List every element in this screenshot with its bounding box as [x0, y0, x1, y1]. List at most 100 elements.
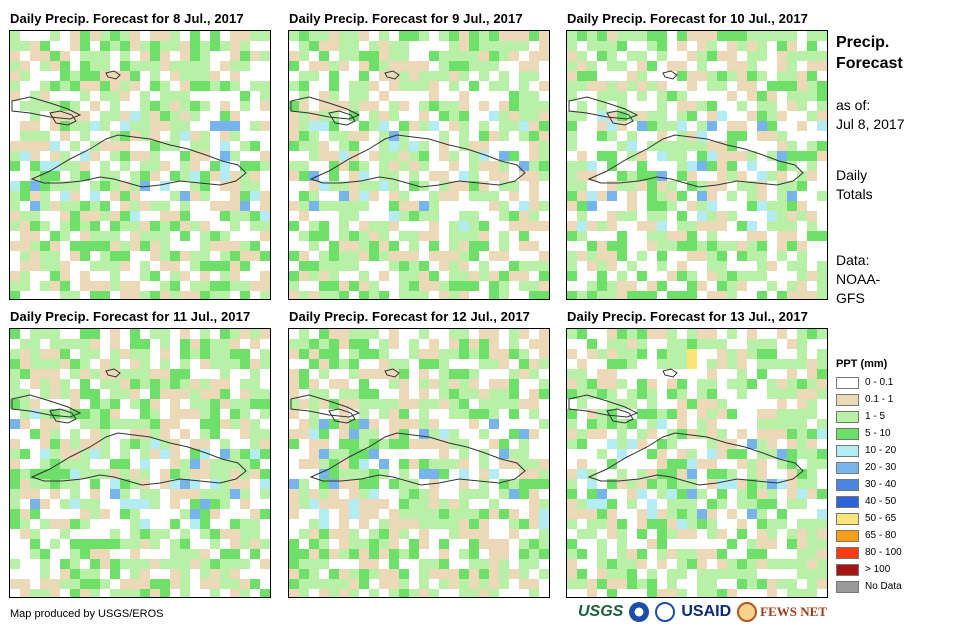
- legend-label: 10 - 20: [865, 445, 897, 456]
- coastline: [105, 70, 121, 80]
- coastline: [328, 110, 356, 126]
- legend-swatch: [836, 393, 859, 406]
- forecast-map-panel: [566, 30, 828, 300]
- legend-label: 50 - 65: [865, 513, 897, 524]
- legend-item: No Data: [836, 578, 902, 595]
- legend-label: > 100: [865, 564, 891, 575]
- precip-raster: [567, 31, 827, 299]
- coastline: [290, 96, 361, 120]
- coastline: [309, 134, 526, 188]
- legend-swatch: [836, 529, 859, 542]
- legend-label: 65 - 80: [865, 530, 897, 541]
- coastline: [49, 110, 77, 126]
- data-source-line: GFS: [836, 290, 865, 306]
- legend-item: 40 - 50: [836, 493, 902, 510]
- map-title: Daily Precip. Forecast for 8 Jul., 2017: [10, 11, 244, 26]
- legend-swatch: [836, 495, 859, 508]
- legend-item: > 100: [836, 561, 902, 578]
- noaa-logo-icon: [629, 602, 650, 622]
- coastline: [606, 110, 634, 126]
- forecast-map-panel: [9, 30, 271, 300]
- map-title: Daily Precip. Forecast for 13 Jul., 2017: [567, 309, 809, 324]
- precip-raster: [289, 329, 549, 597]
- forecast-map-panel: [288, 30, 550, 300]
- side-title-line: Forecast: [836, 55, 903, 72]
- legend-swatch: [836, 546, 859, 559]
- side-title-line: Precip.: [836, 34, 890, 51]
- legend-item: 50 - 65: [836, 510, 902, 527]
- legend-label: No Data: [865, 581, 902, 592]
- usgs-logo: USGS: [578, 603, 624, 620]
- coastline: [587, 134, 804, 188]
- coastline: [384, 70, 400, 80]
- coastline: [49, 408, 77, 424]
- legend-label: 0 - 0.1: [865, 377, 894, 388]
- legend-item: 80 - 100: [836, 544, 902, 561]
- legend-item: 20 - 30: [836, 459, 902, 476]
- totals-label: Totals: [836, 186, 873, 202]
- legend-swatch: [836, 580, 859, 593]
- forecast-map-panel: [288, 328, 550, 598]
- fews-net-logo: FEWS NET: [760, 604, 827, 619]
- data-source-text: Data: NOAA- GFS: [836, 251, 880, 308]
- usaid-logo: USAID: [681, 603, 732, 620]
- as-of-label: as of:: [836, 97, 871, 113]
- legend-swatch: [836, 444, 859, 457]
- side-title: Precip. Forecast: [836, 32, 903, 74]
- nasa-logo-icon: [655, 602, 676, 622]
- legend-swatch: [836, 410, 859, 423]
- precip-raster: [567, 329, 827, 597]
- legend-item: 5 - 10: [836, 425, 902, 442]
- legend: PPT (mm) 0 - 0.1 0.1 - 1 1 - 5 5 - 10 10 - 2…: [836, 358, 902, 595]
- map-title: Daily Precip. Forecast for 10 Jul., 2017: [567, 11, 809, 26]
- map-title: Daily Precip. Forecast for 11 Jul., 2017: [10, 309, 251, 324]
- legend-swatch: [836, 478, 859, 491]
- legend-swatch: [836, 427, 859, 440]
- map-title: Daily Precip. Forecast for 9 Jul., 2017: [289, 11, 523, 26]
- coastline: [11, 96, 82, 120]
- legend-label: 30 - 40: [865, 479, 897, 490]
- logo-strip: USGS USAID FEWS NET: [578, 602, 827, 622]
- data-source-line: NOAA-: [836, 271, 881, 287]
- legend-item: 30 - 40: [836, 476, 902, 493]
- precip-raster: [10, 329, 270, 597]
- forecast-map-panel: [566, 328, 828, 598]
- legend-label: 20 - 30: [865, 462, 897, 473]
- coastline: [606, 408, 634, 424]
- legend-swatch: [836, 376, 859, 389]
- legend-swatch: [836, 563, 859, 576]
- daily-totals-text: Daily Totals: [836, 166, 873, 204]
- as-of-date: Jul 8, 2017: [836, 116, 905, 132]
- coastline: [662, 368, 678, 378]
- coastline: [105, 368, 121, 378]
- legend-label: 5 - 10: [865, 428, 891, 439]
- daily-label: Daily: [836, 167, 868, 183]
- legend-item: 0 - 0.1: [836, 374, 902, 391]
- coastline: [384, 368, 400, 378]
- legend-label: 0.1 - 1: [865, 394, 894, 405]
- map-credit: Map produced by USGS/EROS: [10, 608, 164, 620]
- legend-swatch: [836, 512, 859, 525]
- precip-raster: [10, 31, 270, 299]
- coastline: [309, 432, 526, 486]
- coastline: [568, 394, 639, 418]
- legend-label: 40 - 50: [865, 496, 897, 507]
- legend-item: 0.1 - 1: [836, 391, 902, 408]
- legend-swatch: [836, 461, 859, 474]
- legend-item: 65 - 80: [836, 527, 902, 544]
- as-of-text: as of: Jul 8, 2017: [836, 96, 905, 134]
- coastline: [662, 70, 678, 80]
- coastline: [11, 394, 82, 418]
- data-label: Data:: [836, 252, 870, 268]
- legend-label: 80 - 100: [865, 547, 902, 558]
- legend-label: 1 - 5: [865, 411, 886, 422]
- legend-title: PPT (mm): [836, 358, 888, 370]
- forecast-map-panel: [9, 328, 271, 598]
- fews-logo-icon: [737, 602, 758, 622]
- coastline: [568, 96, 639, 120]
- legend-item: 10 - 20: [836, 442, 902, 459]
- coastline: [30, 134, 247, 188]
- legend-item: 1 - 5: [836, 408, 902, 425]
- coastline: [30, 432, 247, 486]
- coastline: [587, 432, 804, 486]
